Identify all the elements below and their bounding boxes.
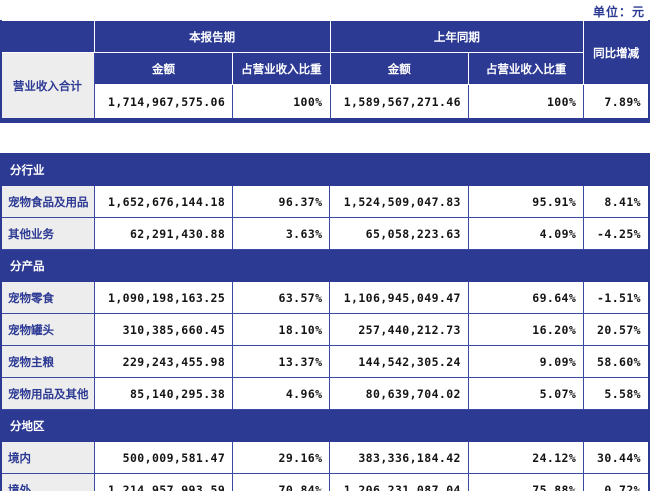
prior-pct-cell: 75.88% (467, 473, 585, 491)
prior-pct-cell: 95.91% (467, 185, 585, 218)
total-prior-amount: 1,589,567,271.46 (329, 84, 469, 121)
table-row: 宠物用品及其他 85,140,295.38 4.96% 80,639,704.0… (0, 377, 650, 410)
prior-amount-cell: 144,542,305.24 (329, 345, 469, 378)
unit-label: 单位：元 (592, 5, 645, 19)
prior-amount-cell: 1,524,509,047.83 (329, 185, 469, 218)
current-pct-cell: 4.96% (232, 377, 331, 410)
prior-pct-cell: 24.12% (467, 441, 585, 474)
current-amount-cell: 1,090,198,163.25 (93, 281, 234, 314)
revenue-breakdown-table: 分行业 宠物食品及用品 1,652,676,144.18 96.37% 1,52… (0, 153, 650, 491)
row-label: 宠物主粮 (0, 345, 95, 378)
total-current-pct: 100% (232, 84, 331, 121)
yoy-cell: -4.25% (583, 217, 650, 250)
current-pct-cell: 29.16% (232, 441, 331, 474)
current-pct-cell: 63.57% (232, 281, 331, 314)
table-row: 境外 1,214,957,993.59 70.84% 1,206,231,087… (0, 473, 650, 491)
header-current-period: 本报告期 (93, 20, 331, 53)
row-label: 境外 (0, 473, 95, 491)
current-amount-cell: 85,140,295.38 (93, 377, 234, 410)
row-label: 宠物零食 (0, 281, 95, 314)
prior-pct-cell: 9.09% (467, 345, 585, 378)
header-blank-cell (0, 20, 95, 53)
prior-pct-cell: 5.07% (467, 377, 585, 410)
yoy-cell: 58.60% (583, 345, 650, 378)
table-row: 宠物零食 1,090,198,163.25 63.57% 1,106,945,0… (0, 281, 650, 314)
row-label: 宠物用品及其他 (0, 377, 95, 410)
row-label: 宠物食品及用品 (0, 185, 95, 218)
prior-amount-cell: 1,206,231,087.04 (329, 473, 469, 491)
yoy-cell: 5.58% (583, 377, 650, 410)
section-title-region: 分地区 (0, 409, 650, 442)
total-current-amount: 1,714,967,575.06 (93, 84, 234, 121)
yoy-cell: -1.51% (583, 281, 650, 314)
row-label: 宠物罐头 (0, 313, 95, 346)
prior-pct-cell: 16.20% (467, 313, 585, 346)
header-amount-prior: 金额 (329, 52, 469, 85)
prior-amount-cell: 257,440,212.73 (329, 313, 469, 346)
prior-pct-cell: 69.64% (467, 281, 585, 314)
current-pct-cell: 3.63% (232, 217, 331, 250)
current-pct-cell: 96.37% (232, 185, 331, 218)
revenue-summary-table: 本报告期 上年同期 同比增减 营业收入合计 金额 占营业收入比重 金额 占营业收… (0, 20, 650, 123)
current-amount-cell: 229,243,455.98 (93, 345, 234, 378)
prior-pct-cell: 4.09% (467, 217, 585, 250)
yoy-cell: 0.72% (583, 473, 650, 491)
current-amount-cell: 310,385,660.45 (93, 313, 234, 346)
row-label: 境内 (0, 441, 95, 474)
table-row: 境内 500,009,581.47 29.16% 383,336,184.42 … (0, 441, 650, 474)
prior-amount-cell: 80,639,704.02 (329, 377, 469, 410)
header-amount-current: 金额 (93, 52, 234, 85)
row-label: 其他业务 (0, 217, 95, 250)
header-pct-current: 占营业收入比重 (232, 52, 331, 85)
yoy-cell: 30.44% (583, 441, 650, 474)
table-row: 宠物主粮 229,243,455.98 13.37% 144,542,305.2… (0, 345, 650, 378)
current-amount-cell: 1,214,957,993.59 (93, 473, 234, 491)
prior-amount-cell: 65,058,223.63 (329, 217, 469, 250)
yoy-cell: 8.41% (583, 185, 650, 218)
current-pct-cell: 18.10% (232, 313, 331, 346)
section-title-product: 分产品 (0, 249, 650, 282)
header-prior-period: 上年同期 (329, 20, 585, 53)
current-amount-cell: 500,009,581.47 (93, 441, 234, 474)
total-prior-pct: 100% (467, 84, 585, 121)
header-pct-prior: 占营业收入比重 (467, 52, 585, 85)
current-pct-cell: 70.84% (232, 473, 331, 491)
prior-amount-cell: 383,336,184.42 (329, 441, 469, 474)
table-row: 宠物罐头 310,385,660.45 18.10% 257,440,212.7… (0, 313, 650, 346)
table-row: 宠物食品及用品 1,652,676,144.18 96.37% 1,524,50… (0, 185, 650, 218)
current-amount-cell: 62,291,430.88 (93, 217, 234, 250)
header-yoy-change: 同比增减 (583, 20, 650, 85)
current-amount-cell: 1,652,676,144.18 (93, 185, 234, 218)
prior-amount-cell: 1,106,945,049.47 (329, 281, 469, 314)
current-pct-cell: 13.37% (232, 345, 331, 378)
total-yoy: 7.89% (583, 84, 650, 121)
section-title-industry: 分行业 (0, 153, 650, 186)
yoy-cell: 20.57% (583, 313, 650, 346)
total-revenue-label: 营业收入合计 (0, 52, 95, 121)
table-row: 其他业务 62,291,430.88 3.63% 65,058,223.63 4… (0, 217, 650, 250)
